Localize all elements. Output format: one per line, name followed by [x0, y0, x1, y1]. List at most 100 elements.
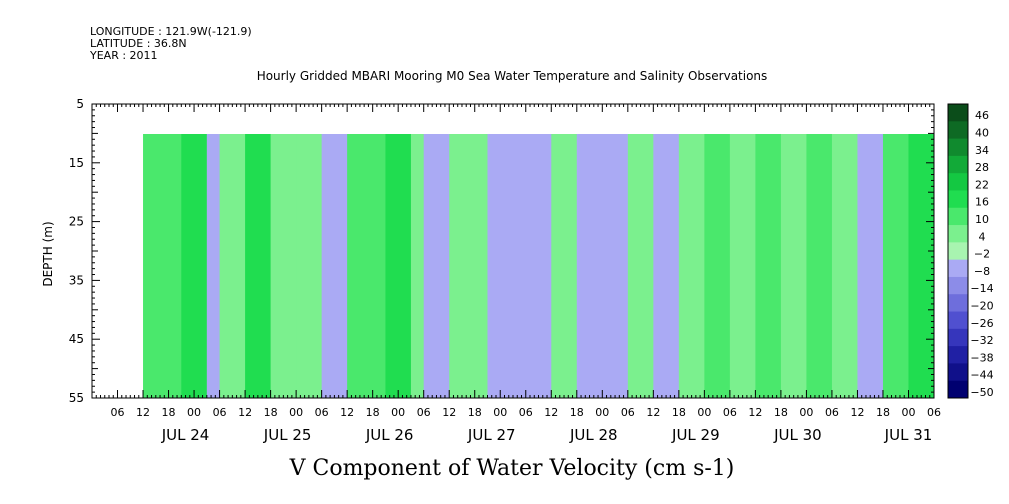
- heatmap-cell: [653, 134, 680, 398]
- heatmap-cell: [729, 134, 756, 398]
- x-hour-tick-label: 12: [340, 406, 354, 419]
- colorbar-tick-label: 22: [975, 178, 989, 191]
- x-hour-tick-label: 00: [595, 406, 609, 419]
- colorbar-tick-label: −20: [970, 299, 993, 312]
- x-day-label: JUL 30: [773, 426, 822, 444]
- x-hour-tick-label: 06: [111, 406, 125, 419]
- y-tick-label: 25: [69, 215, 84, 229]
- heatmap-cell: [755, 134, 782, 398]
- x-hour-tick-label: 06: [621, 406, 635, 419]
- x-hour-tick-label: 12: [748, 406, 762, 419]
- colorbar-tick-label: −8: [974, 265, 990, 278]
- heatmap-cell: [347, 134, 386, 398]
- colorbar-tick-label: −2: [974, 248, 990, 261]
- x-hour-tick-label: 18: [672, 406, 686, 419]
- heatmap-cell: [678, 134, 705, 398]
- heatmap-cell: [423, 134, 450, 398]
- y-axis: 5 15 25 35 45 55: [69, 97, 934, 405]
- y-tick-label: 35: [69, 273, 84, 287]
- colorbar-tick-label: 40: [975, 127, 989, 140]
- x-hour-tick-label: 06: [825, 406, 839, 419]
- heatmap-cell: [882, 134, 909, 398]
- colorbar-swatch: [948, 328, 968, 347]
- x-day-label: JUL 28: [569, 426, 618, 444]
- x-hour-tick-label: 12: [136, 406, 150, 419]
- x-day-label: JUL 25: [263, 426, 312, 444]
- x-day-label: JUL 31: [884, 426, 933, 444]
- x-axis-label: V Component of Water Velocity (cm s-1): [289, 456, 735, 481]
- heatmap-cell: [831, 134, 858, 398]
- heatmap-cell: [627, 134, 654, 398]
- x-day-label: JUL 26: [365, 426, 414, 444]
- colorbar: 46 40 34 28 22 16 10 4 −2 −8 −14 −20 −26 −32 −38 −44 −50: [947, 103, 994, 399]
- x-hour-tick-label: 18: [264, 406, 278, 419]
- colorbar-tick-label: 46: [975, 109, 989, 122]
- x-hour-tick-label: 00: [187, 406, 201, 419]
- heatmap-cell: [270, 134, 297, 398]
- x-hour-tick-label: 12: [442, 406, 456, 419]
- x-hour-tick-label: 00: [901, 406, 915, 419]
- latitude-label: LATITUDE : 36.8N: [90, 37, 187, 50]
- colorbar-swatch: [948, 173, 968, 191]
- heatmap-cell: [219, 134, 246, 398]
- colorbar-swatch: [948, 311, 968, 330]
- x-hour-tick-label: 00: [697, 406, 711, 419]
- heatmap-cell: [576, 134, 603, 398]
- colorbar-swatch: [948, 155, 968, 174]
- colorbar-swatch: [948, 259, 968, 278]
- heatmap-cell: [321, 134, 348, 398]
- x-hour-tick-label: 18: [876, 406, 890, 419]
- colorbar-tick-label: 4: [979, 230, 986, 243]
- heatmap-cell: [551, 134, 578, 398]
- colorbar-swatch: [948, 207, 968, 226]
- heatmap-field: [143, 134, 934, 398]
- colorbar-tick-label: −32: [970, 334, 993, 347]
- heatmap-cell: [704, 134, 731, 398]
- x-hour-tick-label: 18: [570, 406, 584, 419]
- heatmap-cell: [206, 134, 221, 398]
- colorbar-tick-label: −44: [970, 369, 993, 382]
- heatmap-cell: [143, 134, 182, 398]
- x-hour-tick-label: 00: [289, 406, 303, 419]
- heatmap-cell: [181, 134, 208, 398]
- heatmap-cell: [245, 134, 272, 398]
- colorbar-swatch: [948, 242, 968, 261]
- colorbar-tick-label: 28: [975, 161, 989, 174]
- colorbar-swatch: [948, 294, 968, 313]
- heatmap-cell: [296, 134, 323, 398]
- colorbar-swatch: [948, 104, 968, 122]
- y-axis-label: DEPTH (m): [41, 221, 55, 286]
- x-hour-tick-label: 00: [391, 406, 405, 419]
- colorbar-tick-label: −38: [970, 351, 993, 364]
- y-tick-label: 5: [76, 97, 84, 111]
- heatmap-cell: [525, 134, 552, 398]
- x-hour-tick-label: 06: [417, 406, 431, 419]
- x-hour-tick-label: 00: [493, 406, 507, 419]
- x-hour-tick-label: 18: [366, 406, 380, 419]
- x-hour-tick-label: 12: [646, 406, 660, 419]
- y-tick-label: 45: [69, 332, 84, 346]
- x-hour-tick-label: 12: [850, 406, 864, 419]
- colorbar-swatch: [948, 138, 968, 157]
- heatmap-cell: [780, 134, 807, 398]
- heatmap-cell: [908, 134, 934, 398]
- heatmap-cell: [806, 134, 833, 398]
- colorbar-swatch: [948, 346, 968, 364]
- colorbar-tick-label: −14: [970, 282, 993, 295]
- chart-title: Hourly Gridded MBARI Mooring M0 Sea Wate…: [257, 69, 768, 83]
- colorbar-swatch: [948, 380, 968, 399]
- heatmap-cell: [410, 134, 425, 398]
- colorbar-tick-label: 16: [975, 196, 989, 209]
- year-label: YEAR : 2011: [89, 49, 158, 62]
- x-hour-tick-label: 06: [315, 406, 329, 419]
- x-hour-tick-label: 18: [774, 406, 788, 419]
- y-tick-label: 15: [69, 156, 84, 170]
- x-hour-tick-label: 12: [544, 406, 558, 419]
- longitude-label: LONGITUDE : 121.9W(-121.9): [90, 25, 252, 38]
- x-hour-tick-label: 18: [162, 406, 176, 419]
- x-hour-tick-label: 18: [468, 406, 482, 419]
- colorbar-swatch: [948, 225, 968, 243]
- heatmap-cell: [602, 134, 629, 398]
- x-hour-tick-label: 06: [213, 406, 227, 419]
